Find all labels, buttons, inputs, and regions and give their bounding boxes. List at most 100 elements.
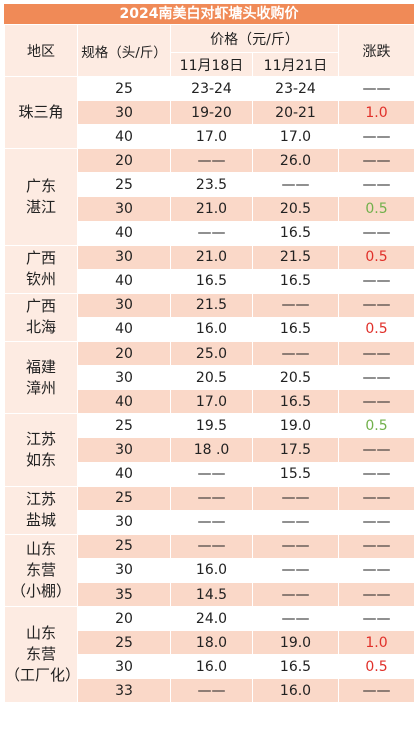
change-cell: —— bbox=[338, 389, 415, 415]
region-line: 钦州 bbox=[25, 270, 56, 289]
region-cell: 珠三角 bbox=[4, 75, 78, 150]
price-nov18-cell: 21.0 bbox=[170, 244, 253, 270]
header-price: 价格（元/斤） bbox=[170, 24, 339, 53]
region-cell: 广东 湛江 bbox=[4, 148, 78, 246]
price-nov18-cell: 23.5 bbox=[170, 172, 253, 198]
price-nov21-cell: —— bbox=[252, 533, 339, 559]
price-nov21-cell: 16.5 bbox=[252, 220, 339, 246]
table-row: 40 16.5 16.5 —— bbox=[5, 268, 415, 294]
price-nov18-cell: 17.0 bbox=[170, 389, 253, 415]
price-nov18-cell: —— bbox=[170, 461, 253, 487]
table-row: 30 18 .0 17.5 —— bbox=[5, 437, 415, 463]
region-line: 广西 bbox=[25, 249, 56, 268]
region-line: 北海 bbox=[25, 318, 56, 337]
table-row: 30 21.0 20.5 0.5 bbox=[5, 196, 415, 222]
region-cell: 江苏 如东 bbox=[4, 413, 78, 487]
price-nov18-cell: 16.0 bbox=[170, 557, 253, 583]
table-row: 30 16.0 —— —— bbox=[5, 557, 415, 583]
price-nov21-cell: 16.5 bbox=[252, 268, 339, 294]
region-cell: 福建 漳州 bbox=[4, 341, 78, 415]
spec-cell: 30 bbox=[77, 196, 171, 222]
price-nov18-cell: 24.0 bbox=[170, 606, 253, 632]
change-cell: 0.5 bbox=[338, 316, 415, 343]
price-nov21-cell: 20-21 bbox=[252, 100, 339, 126]
region-line: 珠三角 bbox=[18, 103, 64, 122]
price-nov21-cell: 16.0 bbox=[252, 678, 339, 704]
price-nov21-cell: 23-24 bbox=[252, 75, 339, 102]
price-nov21-cell: 20.5 bbox=[252, 365, 339, 391]
price-nov21-cell: 16.5 bbox=[252, 316, 339, 343]
header-spec: 规格（头/斤） bbox=[77, 24, 171, 77]
region-line: 盐城 bbox=[25, 511, 56, 530]
price-nov18-cell: 23-24 bbox=[170, 75, 253, 102]
table-row: 25 23.5 —— —— bbox=[5, 172, 415, 198]
region-cell: 山东 东营 （工厂化） bbox=[4, 606, 81, 704]
change-cell: —— bbox=[338, 341, 415, 367]
region-line: 广东 bbox=[25, 176, 56, 195]
header-date-2: 11月21日 bbox=[252, 52, 339, 77]
spec-cell: 25 bbox=[77, 172, 171, 198]
price-nov18-cell: 16.0 bbox=[170, 316, 253, 343]
change-cell: —— bbox=[338, 268, 415, 294]
change-cell: —— bbox=[338, 461, 415, 487]
spec-cell: 30 bbox=[77, 244, 171, 270]
table-row: 广东 湛江 20 —— 26.0 —— bbox=[4, 148, 415, 246]
price-nov21-cell: 16.5 bbox=[252, 654, 339, 680]
price-nov21-cell: —— bbox=[252, 509, 339, 535]
spec-cell: 40 bbox=[77, 268, 171, 294]
price-nov18-cell: —— bbox=[170, 148, 253, 174]
spec-cell: 25 bbox=[77, 533, 171, 559]
change-cell: —— bbox=[338, 365, 415, 391]
spec-cell: 20 bbox=[77, 606, 171, 632]
header-region: 地区 bbox=[4, 24, 78, 77]
price-nov18-cell: —— bbox=[170, 220, 253, 246]
price-nov21-cell: 16.5 bbox=[252, 389, 339, 415]
table-body: 珠三角 25 23-24 23-24 —— 30 19-20 20-21 1.0 40 17.0 17… bbox=[4, 75, 415, 704]
change-cell: —— bbox=[338, 124, 415, 150]
spec-cell: 30 bbox=[77, 509, 171, 535]
price-nov18-cell: —— bbox=[170, 678, 253, 704]
table-row: 30 16.0 16.5 0.5 bbox=[5, 654, 415, 680]
table-title: 2024南美白对虾塘头收购价 bbox=[4, 4, 414, 24]
spec-cell: 40 bbox=[77, 220, 171, 246]
region-line: （工厂化） bbox=[5, 666, 81, 685]
table-row: 33 —— 16.0 —— bbox=[5, 678, 415, 704]
region-line: 广西 bbox=[25, 297, 56, 316]
price-nov18-cell: 21.0 bbox=[170, 196, 253, 222]
price-nov18-cell: 18.0 bbox=[170, 630, 253, 656]
price-nov21-cell: —— bbox=[252, 581, 339, 608]
change-cell: —— bbox=[338, 606, 415, 632]
change-cell: —— bbox=[338, 533, 415, 559]
table-row: 40 17.0 16.5 —— bbox=[5, 389, 415, 415]
price-nov18-cell: 14.5 bbox=[170, 581, 253, 608]
price-nov18-cell: 16.0 bbox=[170, 654, 253, 680]
region-line: 福建 bbox=[25, 357, 56, 376]
region-cell: 广西 钦州 bbox=[4, 244, 78, 294]
spec-cell: 30 bbox=[77, 100, 171, 126]
table-row: 山东 东营 （小棚） 25 —— —— —— bbox=[4, 533, 415, 608]
spec-cell: 30 bbox=[77, 437, 171, 463]
change-cell: 0.5 bbox=[338, 654, 415, 680]
spec-cell: 25 bbox=[77, 413, 171, 439]
price-nov21-cell: —— bbox=[252, 172, 339, 198]
change-cell: 1.0 bbox=[338, 630, 415, 656]
price-nov21-cell: —— bbox=[252, 292, 339, 318]
region-line: 江苏 bbox=[25, 429, 56, 448]
table-row: 山东 东营 （工厂化） 20 24.0 —— —— bbox=[4, 606, 415, 704]
region-line: （小棚） bbox=[10, 581, 71, 600]
table-row: 广西 钦州 30 21.0 21.5 0.5 bbox=[4, 244, 415, 294]
spec-cell: 40 bbox=[77, 124, 171, 150]
price-nov21-cell: 19.0 bbox=[252, 413, 339, 439]
price-nov21-cell: —— bbox=[252, 557, 339, 583]
region-line: 山东 bbox=[25, 539, 56, 558]
price-nov18-cell: 19-20 bbox=[170, 100, 253, 126]
table-row: 35 14.5 —— —— bbox=[5, 581, 415, 608]
change-cell: —— bbox=[338, 437, 415, 463]
region-line: 湛江 bbox=[25, 197, 56, 216]
table-row: 江苏 盐城 25 —— —— —— bbox=[4, 485, 415, 535]
price-nov18-cell: —— bbox=[170, 509, 253, 535]
spec-cell: 25 bbox=[77, 75, 171, 102]
region-cell: 山东 东营 （小棚） bbox=[4, 533, 78, 608]
spec-cell: 40 bbox=[77, 389, 171, 415]
price-nov18-cell: 17.0 bbox=[170, 124, 253, 150]
